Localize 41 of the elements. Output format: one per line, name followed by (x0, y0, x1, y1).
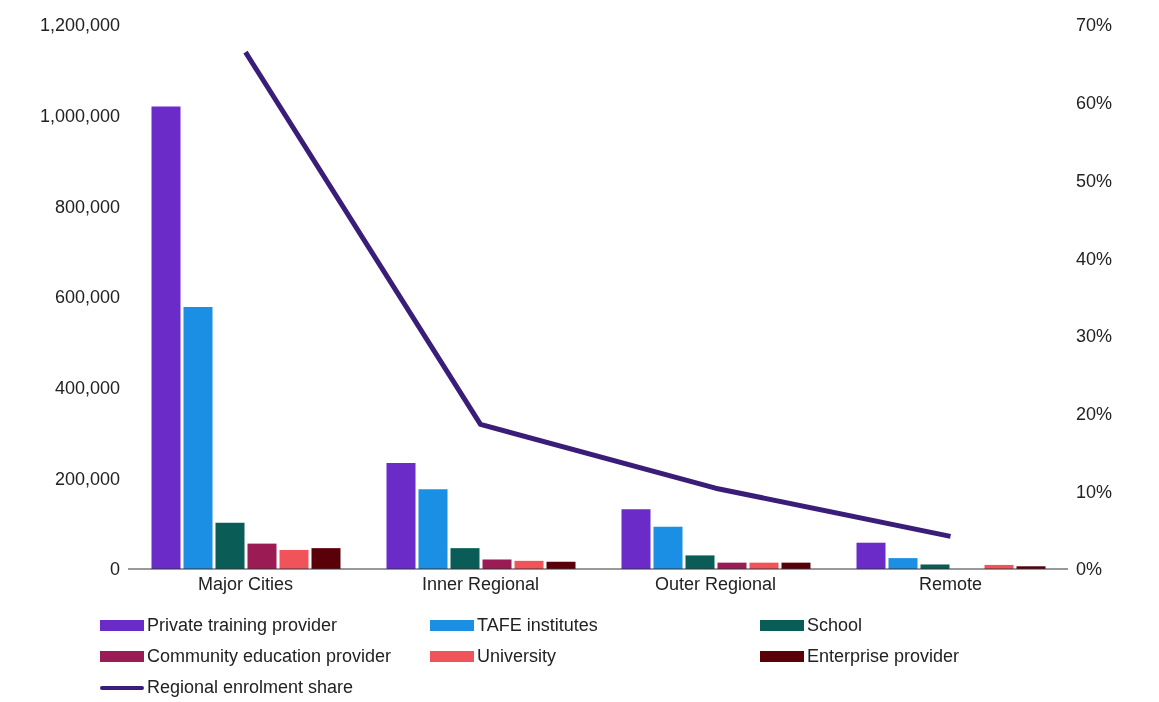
legend-label: School (807, 615, 863, 636)
legend-label: TAFE institutes (477, 615, 598, 636)
bar (450, 548, 480, 569)
bar (621, 509, 651, 569)
y2-tick-label: 50% (1076, 170, 1113, 191)
y2-tick-label: 70% (1076, 15, 1113, 36)
bar (482, 559, 512, 569)
bar (653, 526, 683, 569)
bar (888, 558, 918, 569)
y2-tick-label: 0% (1076, 559, 1103, 580)
y2-tick-label: 20% (1076, 403, 1113, 424)
y-tick-label: 400,000 (54, 378, 120, 399)
bar (151, 106, 181, 569)
legend-label: Community education provider (147, 646, 392, 667)
legend-label: Enterprise provider (807, 646, 960, 667)
y2-tick-label: 30% (1076, 326, 1113, 347)
bar (685, 555, 715, 569)
y-tick-label: 600,000 (54, 287, 120, 308)
y-tick-label: 1,200,000 (39, 15, 120, 36)
y-tick-label: 800,000 (54, 196, 120, 217)
y-tick-label: 200,000 (54, 468, 120, 489)
bar (418, 489, 448, 569)
y2-tick-label: 10% (1076, 481, 1113, 502)
x-tick-label: Major Cities (197, 573, 294, 594)
y-tick-label: 0 (109, 559, 120, 580)
bar (856, 542, 886, 569)
legend-label: Regional enrolment share (147, 677, 354, 698)
y2-tick-label: 40% (1076, 248, 1113, 269)
legend-label: University (477, 646, 557, 667)
x-tick-label: Remote (918, 573, 983, 594)
bar (386, 462, 416, 569)
bar (279, 549, 309, 569)
y-tick-label: 1,000,000 (39, 106, 120, 127)
bar (215, 522, 245, 569)
legend-label: Private training provider (147, 615, 338, 636)
x-tick-label: Inner Regional (421, 573, 540, 594)
y2-tick-label: 60% (1076, 93, 1113, 114)
bar (183, 306, 213, 569)
x-tick-label: Outer Regional (654, 573, 777, 594)
bar (247, 543, 277, 569)
bar (311, 548, 341, 569)
